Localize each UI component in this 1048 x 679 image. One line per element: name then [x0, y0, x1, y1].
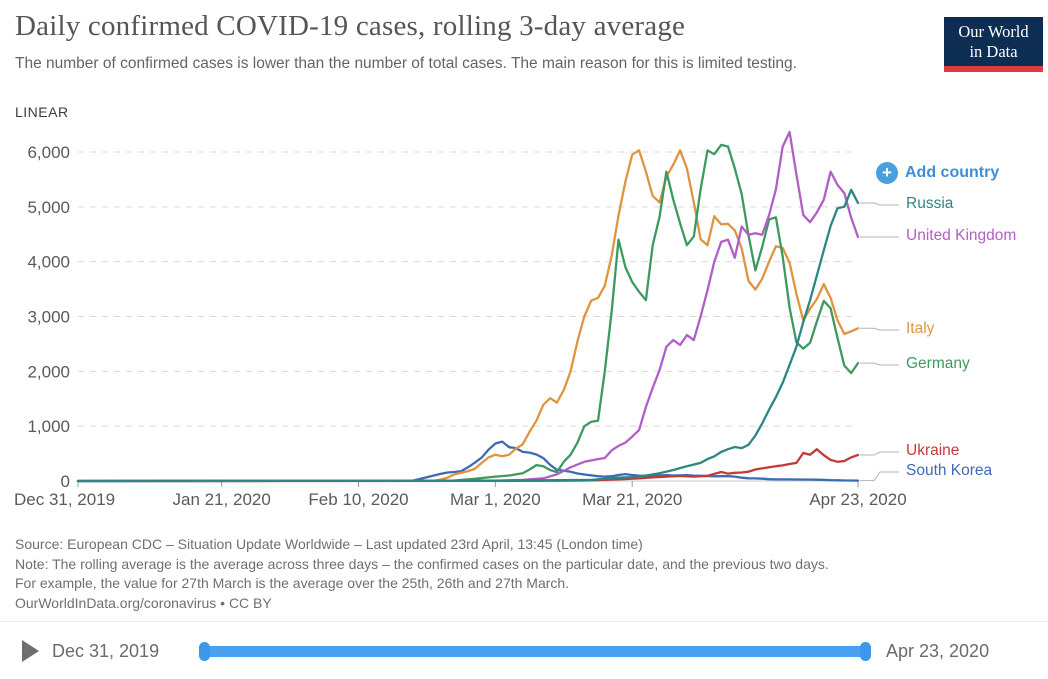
- x-tick-label: Jan 21, 2020: [173, 490, 271, 509]
- timeline-handle-end[interactable]: [860, 642, 871, 661]
- series-line-russia: [76, 188, 860, 483]
- timeline-start-date: Dec 31, 2019: [52, 641, 160, 661]
- x-tick-label: Apr 23, 2020: [809, 490, 906, 509]
- y-tick-label: 1,000: [27, 417, 70, 436]
- line-chart-canvas: 0 1,000 2,000 3,000 4,000 5,000 6,000 Dec 31, 2…: [14, 130, 907, 509]
- legend-item-south-korea[interactable]: South Korea: [906, 462, 993, 479]
- y-tick-label: 2,000: [27, 362, 70, 381]
- series-line-ukraine: [76, 448, 860, 483]
- legend-connector: [860, 362, 899, 366]
- legend-connector: [860, 471, 899, 482]
- linear-scale-toggle[interactable]: LINEAR: [15, 104, 69, 120]
- y-tick-label: 4,000: [27, 253, 70, 272]
- y-tick-label: 6,000: [27, 143, 70, 162]
- owid-link-line[interactable]: OurWorldInData.org/coronavirus • CC BY: [15, 594, 272, 611]
- plus-icon: +: [876, 162, 898, 184]
- legend-connector: [860, 202, 899, 206]
- series-line-united-kingdom: [76, 130, 860, 483]
- legend-item-germany[interactable]: Germany: [906, 355, 970, 372]
- owid-logo[interactable]: Our World in Data: [944, 17, 1043, 72]
- y-tick-label: 0: [61, 472, 70, 491]
- note-line-2: For example, the value for 27th March is…: [15, 575, 570, 591]
- legend-item-russia[interactable]: Russia: [906, 195, 954, 212]
- series-line-germany: [76, 143, 860, 483]
- legend-connector: [860, 327, 899, 331]
- play-icon[interactable]: [22, 640, 39, 662]
- add-country-button[interactable]: + Add country: [876, 162, 999, 184]
- legend-item-italy[interactable]: Italy: [906, 320, 935, 337]
- legend-connector: [860, 451, 899, 456]
- timeline-bar: Dec 31, 2019 Apr 23, 2020: [0, 621, 1048, 679]
- owid-logo-line2: in Data: [969, 42, 1018, 61]
- x-tick-label: Feb 10, 2020: [308, 490, 408, 509]
- x-tick-label: Mar 1, 2020: [450, 490, 541, 509]
- timeline-slider[interactable]: [199, 642, 871, 661]
- y-tick-label: 3,000: [27, 308, 70, 327]
- series-line-south-korea: [76, 440, 860, 483]
- y-tick-label: 5,000: [27, 198, 70, 217]
- timeline-handle-start[interactable]: [199, 642, 210, 661]
- note-line: Note: The rolling average is the average…: [15, 555, 829, 572]
- legend-item-ukraine[interactable]: Ukraine: [906, 442, 960, 459]
- legend-item-united-kingdom[interactable]: United Kingdom: [906, 227, 1017, 244]
- series-line-italy: [76, 149, 860, 483]
- chart-subtitle: The number of confirmed cases is lower t…: [15, 55, 797, 72]
- timeline-end-date: Apr 23, 2020: [886, 641, 990, 661]
- add-country-label: Add country: [905, 164, 1000, 181]
- x-tick-label: Dec 31, 2019: [14, 490, 115, 509]
- owid-logo-line1: Our World: [958, 22, 1029, 41]
- page-title: Daily confirmed COVID-19 cases, rolling …: [15, 10, 686, 42]
- x-tick-label: Mar 21, 2020: [582, 490, 682, 509]
- source-line: Source: European CDC – Situation Update …: [15, 536, 643, 552]
- chart-footer: Source: European CDC – Situation Update …: [15, 535, 829, 613]
